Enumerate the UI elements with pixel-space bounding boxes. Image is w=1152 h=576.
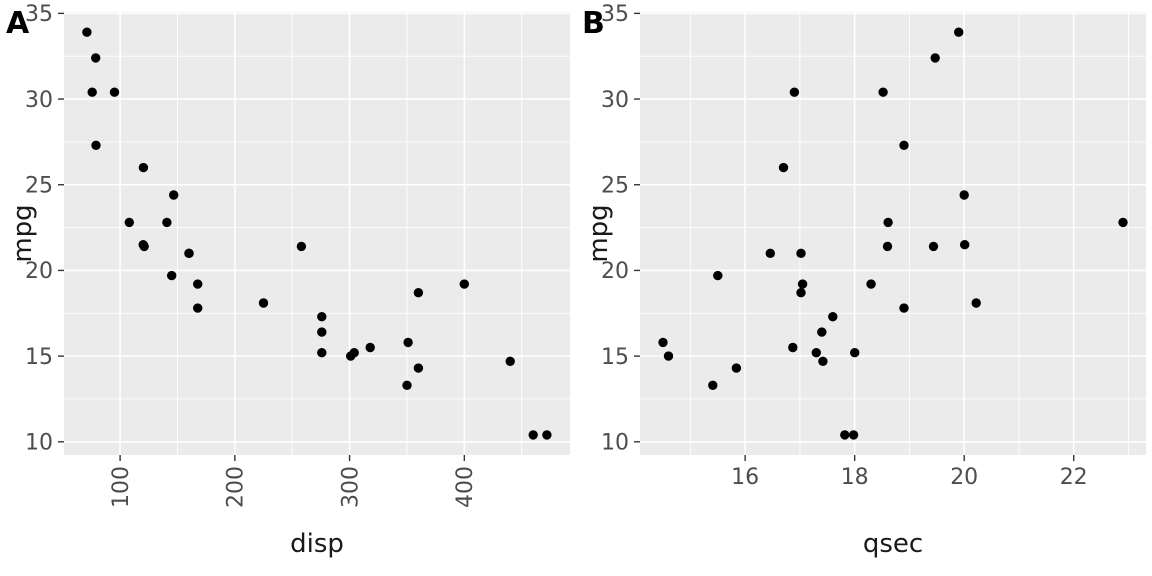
x-tick-label: 20 xyxy=(950,465,978,490)
data-point xyxy=(828,312,838,322)
data-point xyxy=(928,241,939,252)
data-point xyxy=(866,279,876,289)
data-point xyxy=(87,87,97,97)
panel-a: 10 15 20 25 30 35 100 200 300 400 disp mpg A xyxy=(6,2,570,559)
x-tick-label: 300 xyxy=(338,466,363,508)
data-point xyxy=(765,248,775,258)
x-tick-label: 22 xyxy=(1060,465,1088,490)
x-tick-label: 400 xyxy=(453,466,478,508)
data-point xyxy=(789,87,800,97)
data-point xyxy=(883,217,893,228)
y-tick-label: 15 xyxy=(25,345,53,370)
data-point xyxy=(317,327,327,337)
data-point xyxy=(91,140,101,150)
data-point xyxy=(817,327,827,337)
data-point xyxy=(971,298,981,308)
data-point xyxy=(731,363,742,373)
data-point xyxy=(708,380,718,390)
y-tick-label: 25 xyxy=(601,173,629,198)
data-point xyxy=(317,348,327,358)
x-axis-title: qsec xyxy=(863,529,923,559)
x-axis-title: disp xyxy=(290,529,344,559)
x-tick-label: 18 xyxy=(841,465,869,490)
data-point xyxy=(528,430,538,440)
y-tick-label: 20 xyxy=(25,259,53,284)
x-tick-label: 16 xyxy=(731,465,759,490)
data-point xyxy=(930,53,940,63)
data-point xyxy=(713,270,723,281)
data-point xyxy=(850,348,860,358)
data-point xyxy=(1118,217,1128,228)
y-tick-label: 10 xyxy=(25,431,53,456)
data-point xyxy=(109,87,120,97)
data-point xyxy=(505,356,515,366)
data-point xyxy=(663,351,674,361)
y-tick-label: 30 xyxy=(601,88,629,113)
data-point xyxy=(960,240,970,250)
panel-label: A xyxy=(6,6,30,41)
data-point xyxy=(840,430,850,440)
data-point xyxy=(162,217,172,228)
data-point xyxy=(796,288,806,298)
plot-area xyxy=(64,12,570,455)
x-tick-label: 100 xyxy=(109,466,134,508)
data-point xyxy=(403,337,413,348)
data-point xyxy=(124,217,134,228)
data-point xyxy=(778,162,789,173)
data-point xyxy=(788,342,798,353)
scatter-plot-qsec-vs-mpg: 10 15 20 25 30 35 16 18 20 22 qsec mpg B xyxy=(582,2,1146,559)
data-point xyxy=(818,356,828,366)
data-point xyxy=(413,363,424,373)
data-point xyxy=(167,270,177,281)
data-point xyxy=(459,279,469,289)
data-point xyxy=(402,380,412,390)
x-tick-label: 200 xyxy=(224,466,249,508)
data-point xyxy=(82,27,92,37)
data-point xyxy=(193,279,203,289)
y-tick-label: 25 xyxy=(25,173,53,198)
data-point xyxy=(258,298,269,308)
y-axis-title: mpg xyxy=(584,204,614,262)
data-point xyxy=(954,27,964,37)
y-tick-label: 35 xyxy=(601,2,629,27)
data-point xyxy=(882,241,893,252)
data-point xyxy=(811,348,821,358)
data-point xyxy=(959,190,969,200)
plot-area xyxy=(640,12,1146,455)
scatter-plot-disp-vs-mpg: 10 15 20 25 30 35 100 200 300 400 disp mpg A xyxy=(6,2,570,559)
data-point xyxy=(138,162,149,173)
data-point xyxy=(848,430,859,440)
data-point xyxy=(184,248,194,258)
y-tick-label: 30 xyxy=(25,88,53,113)
y-axis-title: mpg xyxy=(8,204,38,262)
panel-label: B xyxy=(582,6,605,41)
data-point xyxy=(139,241,149,252)
data-point xyxy=(317,312,327,322)
y-tick-label: 20 xyxy=(601,259,629,284)
data-point xyxy=(296,241,307,252)
data-point xyxy=(365,342,375,353)
data-point xyxy=(346,351,356,361)
data-point xyxy=(542,430,552,440)
data-point xyxy=(91,53,101,63)
y-tick-label: 35 xyxy=(25,2,53,27)
data-point xyxy=(796,248,806,258)
data-point xyxy=(658,337,668,348)
data-point xyxy=(878,87,888,97)
panel-b: 10 15 20 25 30 35 16 18 20 22 qsec mpg B xyxy=(576,0,1152,576)
data-point xyxy=(797,279,808,289)
y-tick-label: 15 xyxy=(601,345,629,370)
data-point xyxy=(413,288,424,298)
data-point xyxy=(899,303,909,313)
data-point xyxy=(169,190,179,200)
data-point xyxy=(193,303,203,313)
y-tick-label: 10 xyxy=(601,431,629,456)
data-point xyxy=(899,140,909,150)
